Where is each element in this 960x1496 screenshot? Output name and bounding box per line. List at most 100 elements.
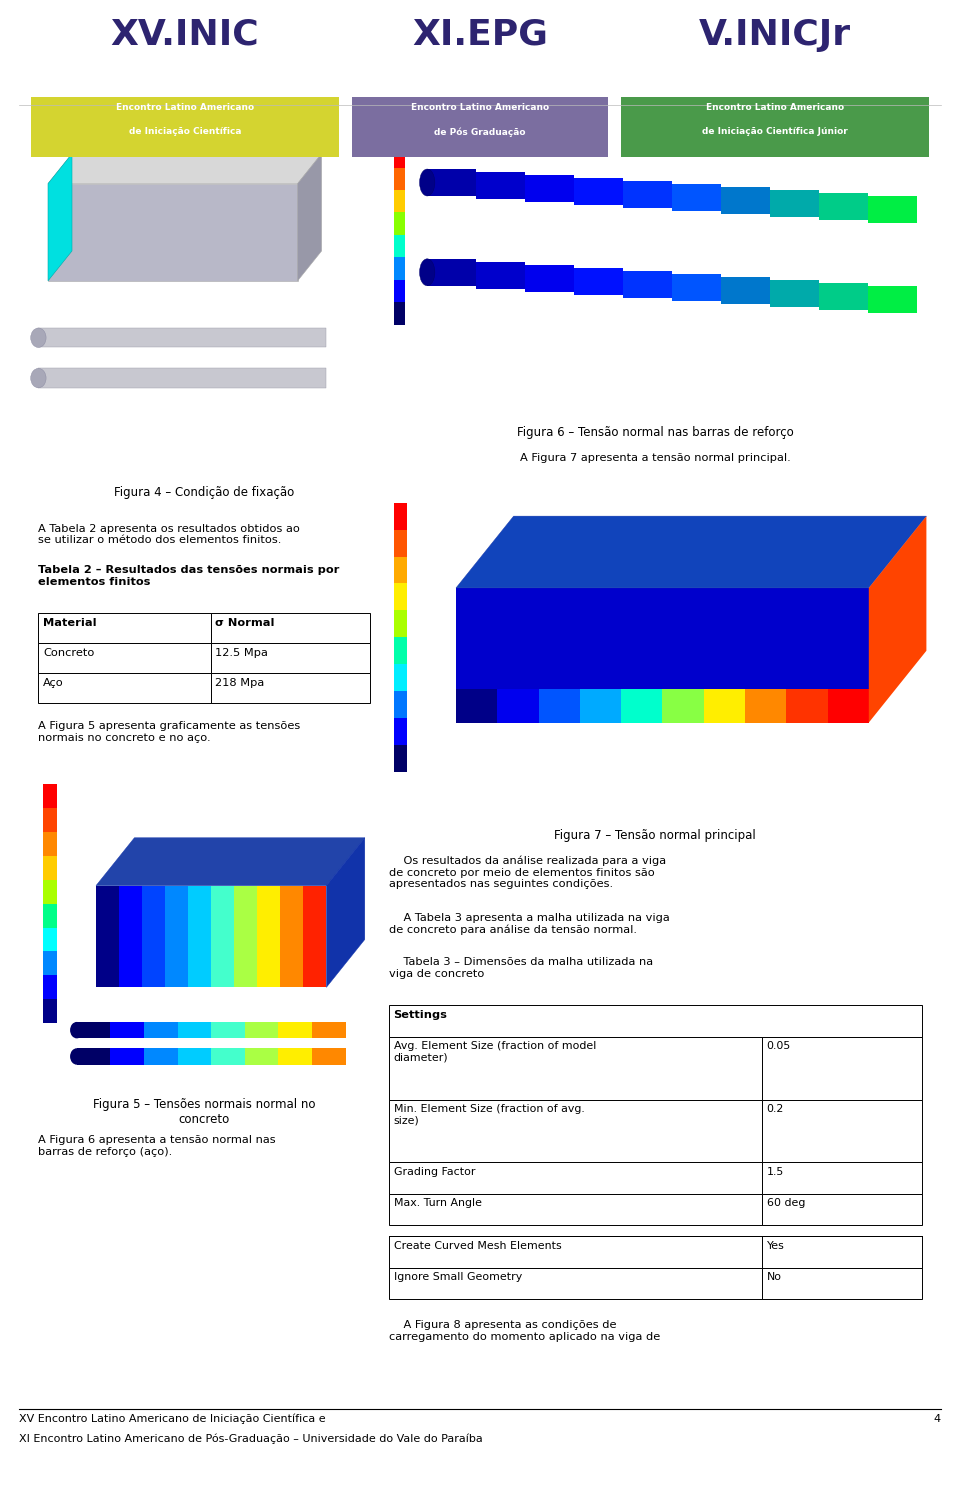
Bar: [43, 880, 57, 904]
Text: de Iniciação Científica: de Iniciação Científica: [129, 127, 241, 136]
Text: A Figura 7 apresenta a tensão normal principal.: A Figura 7 apresenta a tensão normal pri…: [519, 453, 791, 464]
Bar: [210, 643, 370, 673]
Text: Ignore Small Geometry: Ignore Small Geometry: [394, 1272, 522, 1282]
Bar: [245, 1049, 278, 1065]
Text: Encontro Latino Americano: Encontro Latino Americano: [707, 103, 844, 112]
Bar: [621, 97, 929, 157]
Polygon shape: [868, 196, 917, 223]
Polygon shape: [456, 516, 926, 588]
Bar: [389, 1267, 762, 1299]
Text: Figura 7 – Tensão normal principal: Figura 7 – Tensão normal principal: [554, 829, 756, 842]
Polygon shape: [721, 277, 770, 304]
Polygon shape: [623, 181, 672, 208]
Bar: [389, 480, 922, 817]
Text: A Tabela 3 apresenta a malha utilizada na viga
de concreto para análise da tensã: A Tabela 3 apresenta a malha utilizada n…: [389, 913, 669, 935]
Text: V.INICJr: V.INICJr: [699, 18, 852, 52]
Bar: [394, 583, 407, 610]
Bar: [210, 613, 370, 643]
Polygon shape: [427, 169, 476, 196]
Bar: [394, 718, 407, 745]
Text: Avg. Element Size (fraction of model
diameter): Avg. Element Size (fraction of model dia…: [394, 1041, 596, 1062]
Text: de Pós Graduação: de Pós Graduação: [434, 127, 526, 136]
Text: XI Encontro Latino Americano de Pós-Graduação – Universidade do Vale do Paraíba: XI Encontro Latino Americano de Pós-Grad…: [19, 1433, 483, 1444]
Text: XI.EPG: XI.EPG: [412, 18, 548, 52]
Bar: [389, 123, 922, 414]
Bar: [43, 808, 57, 832]
Bar: [389, 1037, 762, 1100]
Text: Create Curved Mesh Elements: Create Curved Mesh Elements: [394, 1240, 562, 1251]
Bar: [539, 688, 580, 723]
Text: 1.5: 1.5: [767, 1167, 783, 1177]
Polygon shape: [298, 154, 322, 281]
Bar: [456, 588, 869, 688]
Bar: [580, 688, 621, 723]
Text: A Tabela 2 apresenta os resultados obtidos ao
se utilizar o método dos elementos: A Tabela 2 apresenta os resultados obtid…: [38, 524, 300, 545]
Bar: [38, 643, 210, 673]
Bar: [245, 1022, 278, 1038]
Text: XV.INIC: XV.INIC: [110, 18, 259, 52]
Bar: [211, 1049, 245, 1065]
Polygon shape: [672, 184, 721, 211]
Text: A Figura 6 apresenta a tensão normal nas
barras de reforço (aço).: A Figura 6 apresenta a tensão normal nas…: [38, 1135, 276, 1156]
Text: 0.05: 0.05: [767, 1041, 791, 1052]
Bar: [211, 886, 234, 987]
Bar: [31, 97, 339, 157]
Bar: [394, 503, 407, 530]
Bar: [38, 123, 370, 474]
Bar: [43, 904, 57, 928]
Text: Max. Turn Angle: Max. Turn Angle: [394, 1198, 482, 1209]
Text: XV Encontro Latino Americano de Iniciação Científica e: XV Encontro Latino Americano de Iniciaçã…: [19, 1414, 325, 1424]
Bar: [312, 1049, 346, 1065]
Polygon shape: [574, 178, 623, 205]
Bar: [119, 886, 142, 987]
Bar: [389, 1100, 762, 1162]
Polygon shape: [672, 274, 721, 301]
Polygon shape: [770, 190, 819, 217]
Bar: [110, 1049, 144, 1065]
Ellipse shape: [70, 1049, 84, 1065]
Bar: [77, 1049, 110, 1065]
Bar: [662, 688, 704, 723]
Polygon shape: [48, 154, 72, 281]
Bar: [762, 1037, 922, 1100]
Bar: [43, 856, 57, 880]
Bar: [303, 886, 326, 987]
Polygon shape: [721, 187, 770, 214]
Bar: [257, 886, 280, 987]
Bar: [762, 1162, 922, 1194]
Text: σ Normal: σ Normal: [215, 618, 275, 628]
Bar: [38, 368, 326, 387]
Text: de Iniciação Científica Júnior: de Iniciação Científica Júnior: [703, 127, 848, 136]
Text: A Figura 8 apresenta as condições de
carregamento do momento aplicado na viga de: A Figura 8 apresenta as condições de car…: [389, 1319, 660, 1342]
Bar: [43, 951, 57, 975]
Bar: [178, 1022, 211, 1038]
Bar: [394, 664, 407, 691]
Bar: [144, 1022, 178, 1038]
Bar: [394, 530, 407, 557]
Bar: [178, 1049, 211, 1065]
Bar: [280, 886, 303, 987]
Polygon shape: [96, 838, 365, 886]
Text: Tabela 2 – Resultados das tensões normais por
elementos finitos: Tabela 2 – Resultados das tensões normai…: [38, 565, 340, 586]
Text: Settings: Settings: [394, 1010, 447, 1020]
Bar: [43, 999, 57, 1023]
Bar: [96, 886, 119, 987]
Text: Aço: Aço: [43, 678, 64, 688]
Text: Grading Factor: Grading Factor: [394, 1167, 475, 1177]
Polygon shape: [623, 271, 672, 298]
Text: Yes: Yes: [767, 1240, 784, 1251]
Bar: [497, 688, 539, 723]
Bar: [389, 1162, 762, 1194]
Polygon shape: [525, 265, 574, 292]
Polygon shape: [476, 262, 525, 289]
Bar: [110, 1022, 144, 1038]
Bar: [394, 212, 405, 235]
Bar: [278, 1049, 312, 1065]
Text: Encontro Latino Americano: Encontro Latino Americano: [411, 103, 549, 112]
Bar: [394, 691, 407, 718]
Text: Concreto: Concreto: [43, 648, 95, 658]
Bar: [394, 302, 405, 325]
Text: 12.5 Mpa: 12.5 Mpa: [215, 648, 268, 658]
Text: Material: Material: [43, 618, 97, 628]
Bar: [621, 688, 662, 723]
